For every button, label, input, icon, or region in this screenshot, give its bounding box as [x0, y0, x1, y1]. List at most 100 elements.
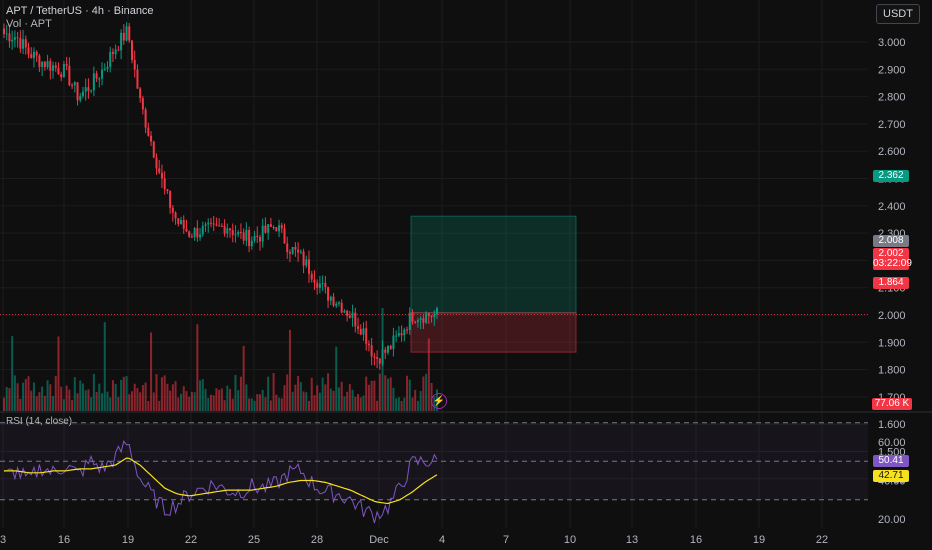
price-tick-label: 1.600: [878, 419, 906, 431]
volume-bar: [280, 398, 283, 411]
volume-bar: [111, 380, 114, 411]
volume-bar: [340, 381, 343, 411]
volume-bar: [376, 400, 379, 411]
candle-body: [362, 328, 365, 335]
volume-bar: [62, 399, 65, 411]
candle-body: [229, 228, 232, 231]
candle-body: [193, 228, 196, 237]
candle-body: [313, 279, 316, 283]
volume-bar: [403, 397, 406, 411]
candle-body: [430, 315, 433, 318]
candle-body: [258, 236, 261, 242]
volume-bar: [324, 384, 327, 411]
candle-body: [381, 349, 384, 364]
volume-bar: [414, 389, 417, 411]
volume-bar: [125, 376, 128, 411]
volume-bar: [43, 395, 46, 411]
rsi-label[interactable]: RSI (14, close): [6, 416, 73, 427]
volume-bar: [248, 398, 251, 411]
volume-bar: [256, 394, 259, 411]
candle-body: [351, 312, 354, 318]
volume-bar: [13, 375, 16, 411]
candle-body: [348, 315, 351, 318]
candle-body: [327, 287, 330, 301]
candle-body: [57, 67, 60, 75]
candle-body: [136, 69, 139, 89]
volume-bar: [308, 400, 311, 411]
candle-body: [101, 69, 104, 79]
candle-body: [218, 225, 221, 227]
volume-bar: [204, 388, 207, 411]
candle-body: [223, 226, 226, 234]
candle-body: [87, 87, 90, 92]
volume-bar: [139, 392, 142, 411]
candle-body: [335, 303, 338, 306]
volume-bar: [294, 384, 297, 411]
volume-bar: [73, 377, 76, 411]
candle-body: [250, 240, 253, 247]
candle-body: [245, 229, 248, 241]
volume-bar: [79, 380, 82, 411]
candle-body: [5, 33, 8, 35]
volume-bar: [253, 400, 256, 411]
time-tick-label: 3: [0, 534, 6, 546]
volume-bar: [22, 382, 25, 411]
symbol-header[interactable]: APT / TetherUS · 4h · Binance: [6, 5, 154, 17]
candle-body: [419, 318, 422, 321]
candle-body: [30, 54, 33, 59]
candle-body: [16, 37, 19, 39]
volume-bar: [302, 391, 305, 411]
volume-bar: [166, 383, 169, 411]
volume-bar: [286, 374, 289, 411]
volume-bar: [275, 394, 278, 411]
volume-bar: [416, 400, 419, 411]
volume-bar: [327, 373, 330, 411]
candle-body: [275, 227, 278, 232]
candle-body: [329, 296, 332, 301]
take-profit-tag: 2.362: [873, 170, 909, 182]
volume-bar: [215, 388, 218, 411]
candle-body: [316, 282, 319, 288]
time-tick-label: 19: [122, 534, 134, 546]
candle-body: [95, 73, 98, 79]
candle-body: [92, 73, 95, 91]
volume-bar: [54, 375, 57, 411]
currency-button[interactable]: USDT: [876, 4, 920, 24]
candle-body: [52, 65, 55, 71]
volume-bar: [220, 388, 223, 411]
volume-bar: [169, 390, 172, 411]
candle-body: [337, 302, 340, 304]
lightning-icon[interactable]: ⚡: [431, 393, 447, 409]
volume-bar: [19, 398, 22, 411]
candle-body: [144, 109, 147, 128]
volume-bar: [190, 391, 193, 411]
price-tick-label: 3.000: [878, 37, 906, 49]
candle-body: [261, 225, 264, 242]
candle-body: [141, 98, 144, 110]
volume-bar: [278, 397, 281, 411]
volume-bar: [90, 397, 93, 411]
candle-body: [32, 51, 35, 59]
volume-bar: [120, 379, 123, 411]
candle-body: [237, 232, 240, 235]
candle-body: [226, 228, 229, 234]
candle-body: [278, 225, 281, 232]
candle-body: [3, 28, 5, 34]
candle-body: [215, 224, 218, 226]
candle-body: [90, 90, 93, 92]
volume-bar: [354, 396, 357, 411]
rsi-pane: [0, 422, 868, 524]
candle-body: [264, 225, 267, 233]
price-tick-label: 2.900: [878, 64, 906, 76]
candle-body: [150, 135, 153, 142]
candle-body: [283, 228, 286, 244]
volume-bar: [95, 392, 98, 411]
candle-body: [109, 52, 112, 68]
candle-body: [160, 172, 163, 179]
rsi-ma-line: [4, 457, 438, 505]
volume-bar: [378, 373, 381, 411]
candle-body: [41, 61, 44, 67]
candle-body: [84, 87, 87, 92]
candle-body: [416, 320, 419, 323]
